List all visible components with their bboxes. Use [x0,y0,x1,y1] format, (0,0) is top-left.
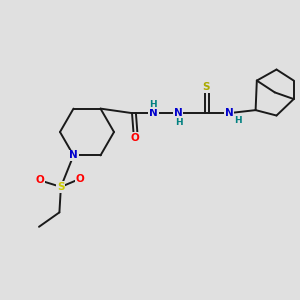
Text: H: H [175,118,183,127]
Text: O: O [35,175,44,185]
Text: O: O [130,133,140,143]
Text: N: N [149,108,158,118]
Text: N: N [225,108,234,118]
Text: N: N [69,150,78,161]
Text: S: S [57,182,64,192]
Text: N: N [174,108,183,118]
Text: O: O [76,174,85,184]
Text: H: H [149,100,157,109]
Text: S: S [203,82,210,92]
Text: H: H [234,116,242,125]
